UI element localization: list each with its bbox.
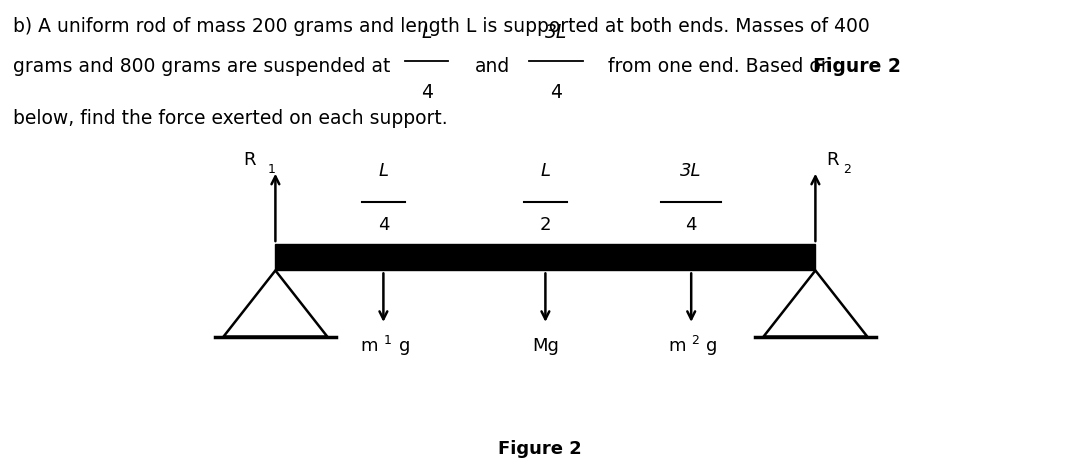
Text: 3L: 3L <box>545 24 567 42</box>
Text: 2: 2 <box>540 216 551 234</box>
Text: R: R <box>243 151 256 169</box>
Text: g: g <box>706 337 718 354</box>
Text: L: L <box>421 24 432 42</box>
Text: 2: 2 <box>843 162 851 176</box>
Text: 1: 1 <box>268 162 275 176</box>
Text: and: and <box>475 57 511 76</box>
Text: 4: 4 <box>378 216 389 234</box>
Text: Figure 2: Figure 2 <box>813 57 901 76</box>
Polygon shape <box>224 270 327 337</box>
Text: 4: 4 <box>420 83 433 101</box>
Text: from one end. Based on: from one end. Based on <box>608 57 839 76</box>
Bar <box>275 244 815 270</box>
Text: m: m <box>669 337 686 354</box>
Text: M: M <box>267 296 284 314</box>
Text: Figure 2: Figure 2 <box>498 440 582 458</box>
Polygon shape <box>764 270 867 337</box>
Text: 4: 4 <box>686 216 697 234</box>
Text: 3L: 3L <box>680 162 702 180</box>
Text: b) A uniform rod of mass 200 grams and length L is supported at both ends. Masse: b) A uniform rod of mass 200 grams and l… <box>13 17 869 35</box>
Text: g: g <box>399 337 410 354</box>
Text: 4: 4 <box>550 83 563 101</box>
Text: below, find the force exerted on each support.: below, find the force exerted on each su… <box>13 109 447 127</box>
Text: grams and 800 grams are suspended at: grams and 800 grams are suspended at <box>13 57 390 76</box>
Text: L: L <box>540 162 551 180</box>
Text: 1: 1 <box>383 334 391 347</box>
Text: 2: 2 <box>691 334 699 347</box>
Text: R: R <box>826 151 839 169</box>
Text: m: m <box>361 337 378 354</box>
Text: Mg: Mg <box>532 337 558 354</box>
Text: L: L <box>378 162 389 180</box>
Text: N: N <box>809 296 822 314</box>
